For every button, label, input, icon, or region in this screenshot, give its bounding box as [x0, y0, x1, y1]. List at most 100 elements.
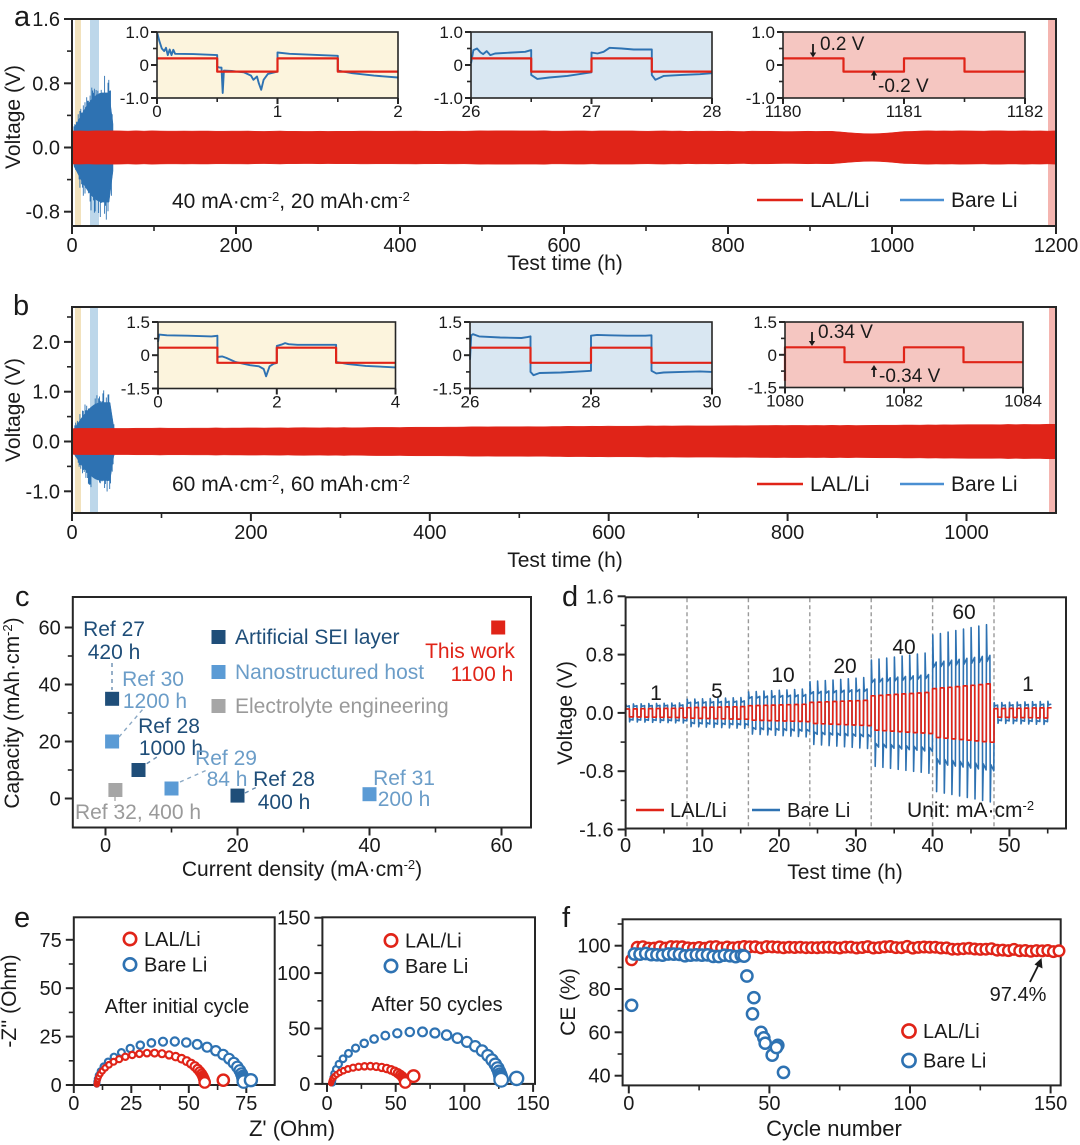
- svg-text:-1.0: -1.0: [434, 89, 463, 108]
- svg-text:0: 0: [153, 393, 162, 412]
- svg-text:After 50 cycles: After 50 cycles: [371, 994, 502, 1016]
- svg-text:1: 1: [273, 102, 282, 121]
- svg-text:60: 60: [39, 618, 61, 640]
- svg-text:20: 20: [768, 835, 790, 857]
- svg-text:0.34 V: 0.34 V: [818, 322, 873, 343]
- svg-text:600: 600: [592, 522, 625, 544]
- svg-text:Current density (mA·cm-2): Current density (mA·cm-2): [182, 857, 422, 881]
- svg-text:1.5: 1.5: [753, 313, 777, 332]
- svg-text:26: 26: [462, 102, 481, 121]
- svg-text:Unit: mA·cm-2: Unit: mA·cm-2: [907, 798, 1034, 822]
- svg-text:LAL/Li: LAL/Li: [810, 473, 870, 496]
- svg-text:LAL/Li: LAL/Li: [405, 931, 462, 953]
- svg-text:0: 0: [100, 835, 111, 857]
- svg-text:1000: 1000: [944, 522, 989, 544]
- svg-text:1.6: 1.6: [32, 9, 60, 31]
- svg-text:25: 25: [40, 1027, 62, 1049]
- svg-text:1181: 1181: [886, 102, 923, 121]
- svg-text:1084: 1084: [1004, 392, 1042, 411]
- svg-text:75: 75: [40, 930, 62, 952]
- svg-text:80: 80: [588, 979, 610, 1001]
- svg-text:400: 400: [383, 235, 416, 257]
- svg-text:Ref 29: Ref 29: [195, 747, 257, 770]
- svg-text:0: 0: [152, 102, 161, 121]
- svg-text:25: 25: [120, 1093, 142, 1115]
- svg-text:LAL/Li: LAL/Li: [810, 189, 870, 212]
- svg-text:150: 150: [516, 1093, 549, 1115]
- svg-text:200: 200: [219, 235, 252, 257]
- svg-text:60: 60: [588, 1022, 610, 1044]
- svg-text:Test time (h): Test time (h): [507, 549, 623, 572]
- svg-text:40: 40: [588, 1066, 610, 1088]
- svg-text:60: 60: [952, 601, 975, 624]
- svg-text:26: 26: [461, 393, 480, 412]
- svg-text:-0.34 V: -0.34 V: [879, 366, 941, 387]
- svg-text:-1.0: -1.0: [746, 89, 775, 108]
- svg-text:-1.5: -1.5: [748, 379, 777, 398]
- svg-text:40: 40: [892, 636, 915, 659]
- svg-text:LAL/Li: LAL/Li: [670, 800, 727, 822]
- svg-text:Bare Li: Bare Li: [951, 189, 1018, 212]
- svg-text:Bare Li: Bare Li: [787, 800, 850, 822]
- svg-text:LAL/Li: LAL/Li: [144, 929, 201, 951]
- svg-text:400: 400: [413, 522, 446, 544]
- svg-text:100: 100: [893, 1093, 926, 1115]
- svg-text:After initial cycle: After initial cycle: [105, 996, 250, 1018]
- svg-text:1182: 1182: [1007, 102, 1044, 121]
- svg-text:0: 0: [66, 522, 77, 544]
- svg-text:0: 0: [620, 835, 631, 857]
- svg-text:1080: 1080: [766, 392, 804, 411]
- svg-text:0: 0: [66, 235, 77, 257]
- svg-text:-1.0: -1.0: [26, 481, 60, 503]
- svg-text:f: f: [562, 902, 571, 934]
- svg-text:Cycle number: Cycle number: [766, 1116, 902, 1141]
- svg-text:10: 10: [691, 835, 713, 857]
- svg-text:800: 800: [771, 522, 804, 544]
- svg-text:0.0: 0.0: [32, 138, 60, 160]
- svg-text:1100 h: 1100 h: [451, 663, 514, 686]
- svg-text:600: 600: [547, 235, 580, 257]
- svg-text:Z' (Ohm): Z' (Ohm): [249, 1116, 335, 1141]
- svg-text:Bare Li: Bare Li: [951, 473, 1018, 496]
- svg-text:0: 0: [623, 1093, 634, 1115]
- svg-text:1180: 1180: [765, 102, 802, 121]
- svg-text:0: 0: [321, 1093, 332, 1115]
- svg-text:75: 75: [235, 1093, 257, 1115]
- svg-text:50: 50: [385, 1093, 407, 1115]
- svg-text:Voltage (V): Voltage (V): [2, 65, 25, 169]
- svg-text:Electrolyte engineering: Electrolyte engineering: [235, 695, 449, 718]
- svg-text:420 h: 420 h: [88, 641, 141, 664]
- svg-text:150: 150: [277, 908, 310, 930]
- svg-text:40: 40: [358, 835, 380, 857]
- svg-text:40 mA·cm-2, 20 mAh·cm-2: 40 mA·cm-2, 20 mAh·cm-2: [172, 189, 410, 213]
- svg-text:-1.5: -1.5: [433, 380, 462, 399]
- svg-text:1: 1: [650, 682, 662, 705]
- svg-text:0.0: 0.0: [32, 432, 60, 454]
- svg-text:0: 0: [454, 56, 463, 75]
- svg-text:d: d: [562, 581, 578, 613]
- svg-text:84 h: 84 h: [207, 768, 248, 791]
- svg-text:0.0: 0.0: [586, 703, 614, 725]
- svg-text:This work: This work: [425, 640, 515, 663]
- svg-text:0: 0: [68, 1093, 79, 1115]
- svg-text:30: 30: [845, 835, 867, 857]
- svg-text:50: 50: [288, 1019, 310, 1041]
- svg-text:Ref 31: Ref 31: [373, 767, 435, 790]
- svg-text:1.0: 1.0: [439, 23, 463, 42]
- svg-text:c: c: [15, 581, 30, 613]
- svg-text:Capacity (mAh·cm-2): Capacity (mAh·cm-2): [0, 617, 24, 808]
- svg-text:20: 20: [833, 655, 856, 678]
- svg-text:5: 5: [711, 680, 723, 703]
- svg-text:800: 800: [711, 235, 744, 257]
- svg-text:50: 50: [178, 1093, 200, 1115]
- svg-text:Ref 28: Ref 28: [253, 768, 315, 791]
- svg-text:0: 0: [299, 1074, 310, 1096]
- svg-text:1.0: 1.0: [125, 23, 149, 42]
- svg-text:100: 100: [577, 936, 610, 958]
- svg-text:1.0: 1.0: [751, 23, 775, 42]
- svg-text:-1.5: -1.5: [121, 380, 150, 399]
- svg-text:-1.0: -1.0: [120, 89, 149, 108]
- svg-text:40: 40: [39, 675, 61, 697]
- svg-text:27: 27: [582, 102, 601, 121]
- svg-text:Ref 32, 400 h: Ref 32, 400 h: [75, 801, 201, 824]
